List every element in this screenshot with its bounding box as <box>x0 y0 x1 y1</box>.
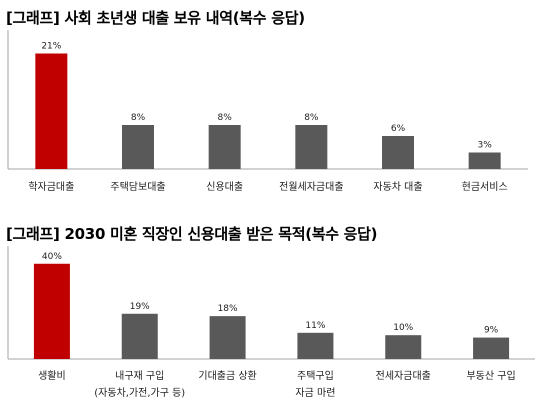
category-label-4-line-2: 자금 마련 <box>295 387 335 399</box>
chart-1-loan-holdings: 21% 학자금대출 8% 주택담보대출 8% 신용대출 8% 전월세자금대출 6% 자동차 대출 3… <box>7 30 528 193</box>
value-label-1: 21% <box>41 42 61 52</box>
bar-1 <box>33 263 70 359</box>
value-label-5: 6% <box>391 124 406 134</box>
bar-3 <box>208 125 241 169</box>
value-label-4: 8% <box>304 113 319 123</box>
category-label-5: 자동차 대출 <box>373 181 422 193</box>
value-label-1: 40% <box>42 252 62 262</box>
category-label-3: 신용대출 <box>206 181 243 193</box>
value-label-2: 19% <box>130 302 150 312</box>
chart-2-title: [그래프] 2030 미혼 직장인 신용대출 받은 목적(복수 응답) <box>6 225 378 243</box>
bar-1 <box>35 53 68 169</box>
value-label-5: 10% <box>393 323 413 333</box>
category-label-2-line-1: 내구재 구입 <box>115 369 164 382</box>
category-label-6: 현금서비스 <box>462 181 508 193</box>
bar-4 <box>295 125 328 169</box>
chart-1-title: [그래프] 사회 초년생 대출 보유 내역(복수 응답) <box>6 9 305 27</box>
value-label-3: 18% <box>218 304 238 314</box>
category-label-4: 전월세자금대출 <box>279 181 343 193</box>
category-label-4-line-1: 주택구입 <box>297 369 334 382</box>
value-label-3: 8% <box>218 113 233 123</box>
value-label-6: 9% <box>484 326 499 336</box>
bar-4 <box>297 332 334 359</box>
bar-2 <box>121 313 158 359</box>
category-label-2: 주택담보대출 <box>110 181 165 193</box>
value-label-6: 3% <box>478 141 493 151</box>
category-label-2-line-2: (자동차,가전,가구 등) <box>94 387 185 399</box>
bar-6 <box>468 152 501 169</box>
bar-6 <box>473 337 510 359</box>
category-label-1: 생활비 <box>38 369 66 382</box>
chart-2-credit-loan-purpose: 40% 생활비 19% 내구재 구입 (자동차,가전,가구 등) 18% 기대출금 상환 11… <box>7 246 535 399</box>
value-label-2: 8% <box>131 113 146 123</box>
category-label-3: 기대출금 상환 <box>198 370 256 382</box>
bar-3 <box>209 316 246 359</box>
category-label-5: 전세자금대출 <box>376 370 431 382</box>
bar-2 <box>122 125 154 169</box>
category-label-6: 부동산 구입 <box>466 369 515 382</box>
category-label-1: 학자금대출 <box>28 181 74 193</box>
bar-5 <box>382 136 414 169</box>
bar-5 <box>385 335 422 359</box>
value-label-4: 11% <box>305 321 325 331</box>
